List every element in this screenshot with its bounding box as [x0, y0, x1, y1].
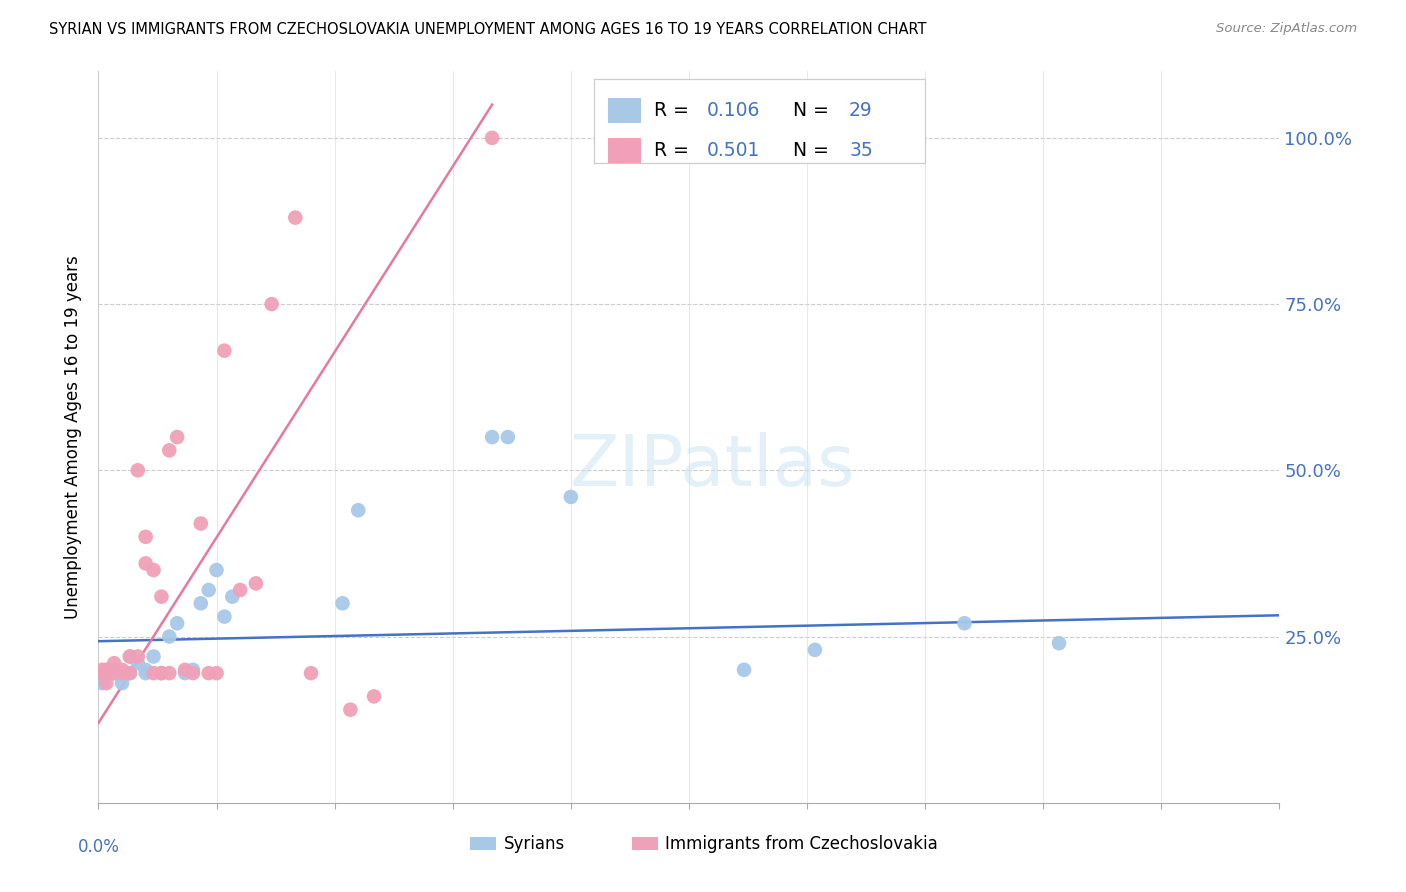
Point [560, 490, 582, 504]
Point [481, 430, 503, 444]
Point [214, 343, 236, 358]
Point [103, 666, 125, 681]
Point [496, 430, 519, 444]
Point [181, 663, 204, 677]
Point [91, 676, 114, 690]
Point [111, 666, 134, 681]
Point [150, 666, 173, 681]
Point [90, 666, 112, 681]
Point [190, 596, 212, 610]
Point [260, 297, 283, 311]
Point [481, 131, 503, 145]
Point [221, 590, 243, 604]
Point [174, 666, 197, 681]
Point [1047, 636, 1070, 650]
Point [118, 666, 141, 681]
Point [91, 663, 114, 677]
Point [103, 663, 125, 677]
Point [339, 703, 361, 717]
Point [157, 666, 180, 681]
Point [166, 616, 188, 631]
Point [150, 666, 173, 681]
Point [190, 516, 212, 531]
Point [284, 211, 307, 225]
Bar [471, 838, 496, 850]
Point [299, 666, 322, 681]
Point [205, 563, 228, 577]
Point [197, 666, 219, 681]
Point [142, 666, 165, 681]
Point [135, 557, 157, 571]
Point [229, 582, 252, 597]
Point [118, 666, 141, 681]
Point [96, 676, 118, 690]
Text: 0.0%: 0.0% [77, 838, 120, 856]
Y-axis label: Unemployment Among Ages 16 to 19 years: Unemployment Among Ages 16 to 19 years [65, 255, 83, 619]
Point [245, 576, 267, 591]
Point [118, 649, 141, 664]
Point [347, 503, 370, 517]
Point [174, 663, 197, 677]
Point [733, 663, 755, 677]
Point [142, 563, 165, 577]
Point [332, 596, 354, 610]
Text: Source: ZipAtlas.com: Source: ZipAtlas.com [1216, 22, 1357, 36]
Point [135, 666, 157, 681]
Point [90, 666, 112, 681]
Point [953, 616, 976, 631]
Point [127, 463, 149, 477]
Bar [633, 838, 658, 850]
Point [135, 663, 157, 677]
Point [103, 666, 125, 681]
Text: SYRIAN VS IMMIGRANTS FROM CZECHOSLOVAKIA UNEMPLOYMENT AMONG AGES 16 TO 19 YEARS : SYRIAN VS IMMIGRANTS FROM CZECHOSLOVAKIA… [49, 22, 927, 37]
Point [157, 443, 180, 458]
Point [103, 656, 125, 670]
Point [111, 663, 134, 677]
Point [150, 590, 173, 604]
Point [118, 649, 141, 664]
Point [804, 643, 827, 657]
Point [96, 666, 118, 681]
Point [157, 630, 180, 644]
Point [214, 609, 236, 624]
Point [98, 663, 121, 677]
Point [205, 666, 228, 681]
Point [363, 690, 385, 704]
Point [166, 430, 188, 444]
Point [181, 666, 204, 681]
Text: Syrians: Syrians [503, 835, 565, 853]
Text: ZIPatlas: ZIPatlas [569, 432, 855, 500]
Text: Immigrants from Czechoslovakia: Immigrants from Czechoslovakia [665, 835, 938, 853]
Point [197, 582, 219, 597]
Point [111, 676, 134, 690]
Point [127, 656, 149, 670]
Point [127, 649, 149, 664]
Point [142, 649, 165, 664]
Point [135, 530, 157, 544]
Point [96, 663, 118, 677]
